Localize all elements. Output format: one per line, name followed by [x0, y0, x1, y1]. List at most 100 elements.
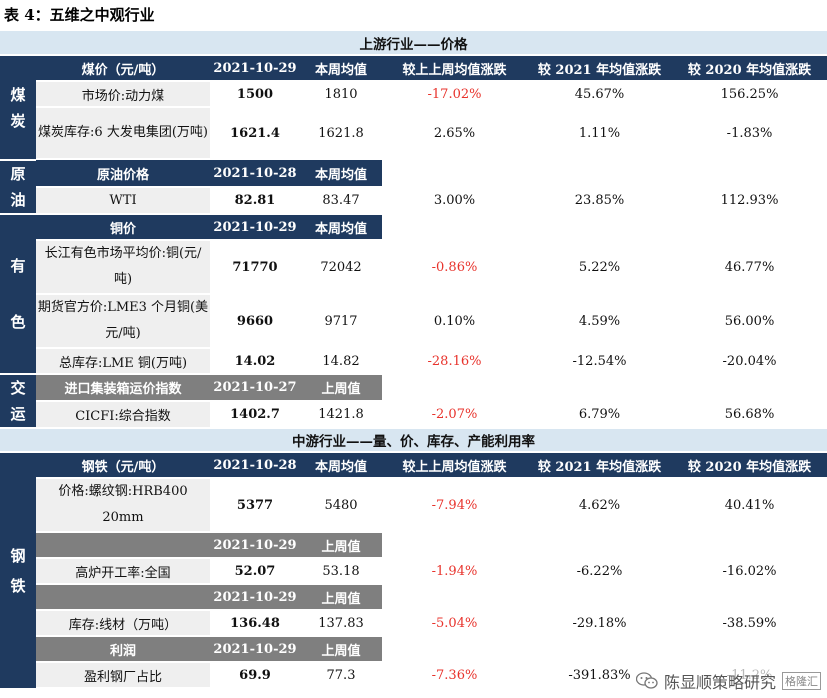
- change-vs-2021: 4.62%: [527, 478, 672, 533]
- oil-header-row: 原油 原油价格 2021-10-28 本周均值: [0, 160, 827, 215]
- change-vs-2020: 156.25%: [672, 81, 827, 108]
- change-vs-2021: 45.67%: [527, 81, 672, 108]
- header-cell: 较 2021 年均值涨跌: [527, 55, 672, 82]
- table-row: 高炉开工率:全国 52.07 53.18 -1.94% -6.22% -16.0…: [0, 558, 827, 585]
- header-cell: 钢铁（元/吨）: [36, 452, 210, 479]
- section-title: 上游行业——价格: [0, 31, 827, 56]
- subheader-row: 2021-10-29 上周值: [0, 532, 827, 559]
- change-vs-prior-week: -5.04%: [382, 610, 527, 637]
- change-vs-2021: 23.85%: [527, 187, 672, 215]
- upstream-section-row: 上游行业——价格: [0, 31, 827, 56]
- latest-value: 52.07: [210, 558, 300, 585]
- subheader-row: 2021-10-29 上周值: [0, 584, 827, 611]
- latest-value: 82.81: [210, 187, 300, 215]
- side-label-coal: 煤炭: [0, 55, 36, 161]
- latest-value: 14.02: [210, 348, 300, 375]
- wechat-icon: [635, 672, 658, 689]
- header-cell: 2021-10-29: [210, 214, 300, 241]
- latest-value: 1621.4: [210, 107, 300, 160]
- table-row: 总库存:LME 铜(万吨) 14.02 14.82 -28.16% -12.54…: [0, 348, 827, 375]
- subheader-cell: 进口集装箱运价指数: [36, 374, 210, 402]
- table-row: WTI 82.81 83.47 3.00% 23.85% 112.93%: [0, 187, 827, 215]
- latest-value: 1500: [210, 81, 300, 108]
- side-label-metals: 有色: [0, 214, 36, 375]
- change-vs-prior-week: -2.07%: [382, 401, 527, 429]
- transport-header-row: 交运 进口集装箱运价指数 2021-10-27 上周值: [0, 374, 827, 429]
- header-cell: 较 2020 年均值涨跌: [672, 55, 827, 82]
- change-vs-2020: 46.77%: [672, 240, 827, 295]
- subheader-cell: 上周值: [300, 584, 382, 611]
- table-row: 价格:螺纹钢:HRB400 20mm 5377 5480 -7.94% 4.62…: [0, 478, 827, 533]
- blank-cell: [382, 636, 827, 663]
- table-row: CICFI:综合指数 1402.7 1421.8 -2.07% 6.79% 56…: [0, 401, 827, 429]
- header-cell: 较 2020 年均值涨跌: [672, 452, 827, 479]
- row-label: WTI: [36, 187, 210, 215]
- change-vs-prior-week: -7.94%: [382, 478, 527, 533]
- header-cell: 较上上周均值涨跌: [382, 55, 527, 82]
- change-vs-2021: 5.22%: [527, 240, 672, 295]
- week-value: 1810: [300, 81, 382, 108]
- change-vs-prior-week: -17.02%: [382, 81, 527, 108]
- subheader-cell: 2021-10-29: [210, 584, 300, 611]
- midstream-section-row: 中游行业——量、价、库存、产能利用率: [0, 428, 827, 453]
- change-vs-prior-week: 0.10%: [382, 294, 527, 349]
- header-cell: 铜价: [36, 214, 210, 241]
- change-vs-2020: 56.00%: [672, 294, 827, 349]
- change-vs-2020: -20.04%: [672, 348, 827, 375]
- latest-value: 5377: [210, 478, 300, 533]
- blank-cell: [382, 160, 827, 188]
- row-label: 高炉开工率:全国: [36, 558, 210, 585]
- subheader-cell: 上周值: [300, 532, 382, 559]
- industry-table: 上游行业——价格 煤炭 煤价（元/吨） 2021-10-29 本周均值 较上上周…: [0, 31, 827, 690]
- header-cell: 2021-10-29: [210, 55, 300, 82]
- subheader-cell: 2021-10-29: [210, 532, 300, 559]
- header-cell: 原油价格: [36, 160, 210, 188]
- blank-cell: [382, 584, 827, 611]
- change-vs-2021: -6.22%: [527, 558, 672, 585]
- header-cell: 煤价（元/吨）: [36, 55, 210, 82]
- latest-value: 71770: [210, 240, 300, 295]
- table-row: 煤炭库存:6 大发电集团(万吨) 1621.4 1621.8 2.65% 1.1…: [0, 107, 827, 160]
- subheader-cell: 利润: [36, 636, 210, 663]
- change-vs-2021: -29.18%: [527, 610, 672, 637]
- row-label: 库存:线材（万吨）: [36, 610, 210, 637]
- week-value: 14.82: [300, 348, 382, 375]
- row-label: 价格:螺纹钢:HRB400 20mm: [36, 478, 210, 533]
- row-label: 总库存:LME 铜(万吨): [36, 348, 210, 375]
- week-value: 77.3: [300, 662, 382, 689]
- week-value: 137.83: [300, 610, 382, 637]
- change-vs-2020: 56.68%: [672, 401, 827, 429]
- change-vs-2021: 6.79%: [527, 401, 672, 429]
- change-vs-prior-week: 3.00%: [382, 187, 527, 215]
- side-label-oil: 原油: [0, 160, 36, 215]
- change-vs-2020: 112.93%: [672, 187, 827, 215]
- side-label-transport: 交运: [0, 374, 36, 429]
- row-label: 市场价:动力煤: [36, 81, 210, 108]
- change-vs-prior-week: 2.65%: [382, 107, 527, 160]
- row-label: 长江有色市场平均价:铜(元/吨): [36, 240, 210, 295]
- table-row: 期货官方价:LME3 个月铜(美元/吨) 9660 9717 0.10% 4.5…: [0, 294, 827, 349]
- week-value: 53.18: [300, 558, 382, 585]
- watermark-text: 陈显顺策略研究: [663, 673, 776, 692]
- week-value: 83.47: [300, 187, 382, 215]
- change-vs-2021: 4.59%: [527, 294, 672, 349]
- latest-value: 9660: [210, 294, 300, 349]
- subheader-cell: [36, 532, 210, 559]
- subheader-cell: 上周值: [300, 374, 382, 402]
- change-vs-prior-week: -1.94%: [382, 558, 527, 585]
- subheader-cell: 2021-10-27: [210, 374, 300, 402]
- header-cell: 较上上周均值涨跌: [382, 452, 527, 479]
- change-vs-2020: 40.41%: [672, 478, 827, 533]
- table-row: 长江有色市场平均价:铜(元/吨) 71770 72042 -0.86% 5.22…: [0, 240, 827, 295]
- watermark: 陈显顺策略研究 格隆汇: [635, 668, 821, 694]
- subheader-row: 利润 2021-10-29 上周值: [0, 636, 827, 663]
- header-cell: 本周均值: [300, 452, 382, 479]
- coal-header-row: 煤炭 煤价（元/吨） 2021-10-29 本周均值 较上上周均值涨跌 较 20…: [0, 55, 827, 161]
- change-vs-2021: 1.11%: [527, 107, 672, 160]
- week-value: 5480: [300, 478, 382, 533]
- watermark-logo: 格隆汇: [782, 672, 821, 690]
- blank-cell: [382, 532, 827, 559]
- week-value: 1421.8: [300, 401, 382, 429]
- change-vs-2020: -1.83%: [672, 107, 827, 160]
- week-value: 72042: [300, 240, 382, 295]
